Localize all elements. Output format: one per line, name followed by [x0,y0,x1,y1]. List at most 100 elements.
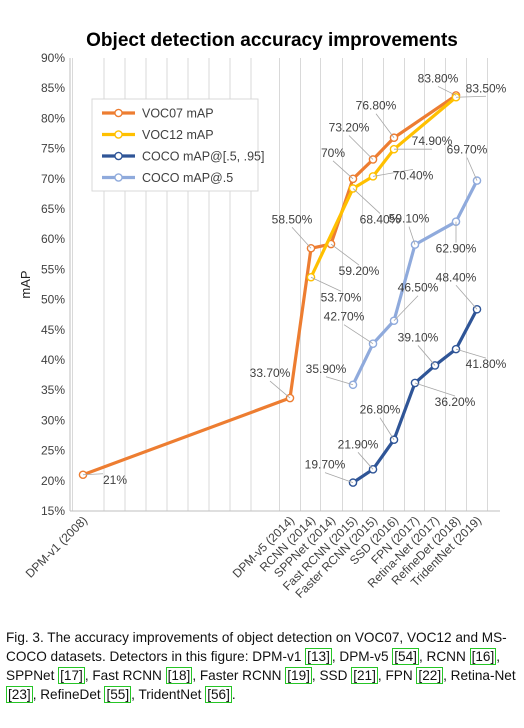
label-leader [332,160,354,180]
caption-text: , FPN [377,668,417,683]
citation-link[interactable]: [54] [392,648,419,665]
accuracy-line-chart: Object detection accuracy improvements 1… [18,30,507,601]
label-leader [455,285,478,310]
y-tick-label: 70% [41,172,65,186]
citation-link[interactable]: [56] [205,686,232,703]
legend: VOC07 mAP VOC12 mAP COCO mAP@[.5, .95] COCO… [91,98,264,192]
data-label: 76.80% [356,99,397,113]
label-leader [357,452,374,470]
caption-text: , Retina-Net [443,668,516,683]
chart-title: Object detection accuracy improvements [86,30,458,51]
y-axis-title: mAP [18,270,33,298]
y-tick-label: 35% [41,383,65,397]
data-label: 19.70% [305,458,346,472]
legend-label: VOC12 mAP [142,128,214,142]
legend-label: COCO mAP@[.5, .95] [142,150,264,164]
caption-text: , SSD [311,668,352,683]
data-label: 62.90% [436,242,477,256]
data-label: 46.50% [398,281,439,295]
caption-text: Fig. 3. The accuracy improvements of obj… [6,630,507,664]
legend-swatch-marker [114,151,123,161]
y-tick-label: 75% [41,142,65,156]
data-labels: 21% 33.70% 58.50% 59.20% 70% 73.20% 76.80% 83.8… [82,71,507,487]
caption-text: , RCNN [418,649,470,664]
label-leader [455,348,487,359]
data-label: 83.50% [466,81,507,95]
caption-text: , SPPNet [6,649,501,683]
data-label: 35.90% [306,362,347,376]
legend-swatch-marker [114,108,123,118]
citation-link[interactable]: [23] [6,686,33,703]
citation-link[interactable]: [17] [58,667,85,684]
caption-text: , RefineDet [32,687,105,702]
data-label: 83.80% [418,71,459,85]
x-tick-label: DPM-v1 (2008) [23,513,90,580]
label-leader [379,417,395,440]
data-label: 69.70% [447,143,488,157]
label-leader [343,324,374,345]
data-label: 53.70% [321,290,362,304]
citation-link[interactable]: [13] [305,648,332,665]
y-tick-label: 55% [41,262,65,276]
label-leader [455,95,487,98]
label-leader [393,295,419,322]
label-leader [348,135,374,160]
data-label: 21.90% [338,437,379,451]
legend-swatch-marker [114,173,123,182]
caption-text: . [231,687,236,702]
y-tick-label: 60% [41,232,65,246]
figure-caption: Fig. 3. The accuracy improvements of obj… [6,628,518,704]
label-leader [414,382,456,397]
caption-text: , TridentNet [131,687,206,702]
y-tick-label: 65% [41,202,65,216]
label-leader [372,168,414,177]
label-leader [325,376,354,386]
citation-link[interactable]: [21] [351,667,378,684]
label-leader [82,473,104,476]
y-tick-label: 50% [41,293,65,307]
citation-link[interactable]: [16] [469,648,497,665]
data-label: 39.10% [398,330,439,344]
series-line [351,179,479,386]
citation-link[interactable]: [19] [285,667,312,684]
caption-text: , DPM-v5 [331,649,393,664]
label-leader [310,276,342,292]
label-leader [291,226,312,249]
y-tick-label: 45% [41,323,65,337]
legend-swatch-marker [114,130,123,139]
citation-link[interactable]: [55] [104,686,132,703]
data-label: 59.10% [389,212,430,226]
y-tick-label: 40% [41,353,65,367]
label-leader [352,188,381,214]
y-tick-label: 85% [41,81,65,95]
label-leader [375,113,395,138]
label-leader [417,345,436,366]
data-label: 36.20% [435,395,476,409]
y-tick-label: 80% [41,111,65,125]
label-leader [466,157,478,181]
legend-label: VOC07 mAP [142,107,214,121]
caption-text: , Fast RCNN [84,668,166,683]
data-label: 70% [321,146,345,160]
data-label: 70.40% [393,168,434,182]
data-label: 26.80% [360,403,401,417]
y-tick-label: 90% [41,51,65,65]
y-tick-label: 25% [41,444,65,458]
label-leader [437,86,457,96]
citation-link[interactable]: [22] [416,667,444,684]
data-label: 58.50% [272,212,313,226]
citation-link[interactable]: [18] [165,667,193,684]
data-label: 68.40% [360,212,401,226]
label-leader [324,472,354,483]
label-leader [269,380,291,399]
label-leader [330,243,360,266]
data-label: 59.20% [339,264,380,278]
caption-text: , Faster RCNN [192,668,286,683]
y-tick-label: 30% [41,413,65,427]
data-label: 21% [103,473,127,487]
data-label: 41.80% [466,357,507,371]
data-label: 42.70% [324,310,365,324]
y-tick-label: 15% [41,504,65,518]
data-label: 74.90% [412,134,453,148]
